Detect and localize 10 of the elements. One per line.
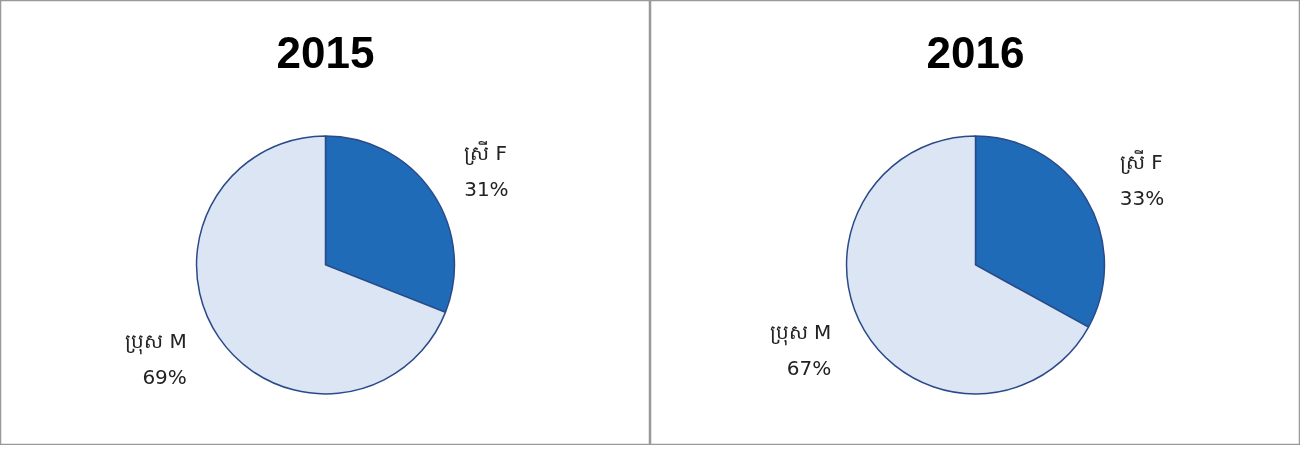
chart-title: 2016 [926,27,1025,77]
data-label: 67% [786,356,832,381]
data-label: 33% [1119,185,1165,210]
chart-title: 2015 [276,27,375,77]
data-label: 31% [464,176,509,201]
slice-label: ស្រី F [1119,148,1163,174]
slice-label: ប្រុស M [125,329,187,356]
data-label: 69% [142,365,187,390]
slice-label: ប្រុស M [769,320,832,347]
slice-label: ស្រី F [464,139,508,165]
